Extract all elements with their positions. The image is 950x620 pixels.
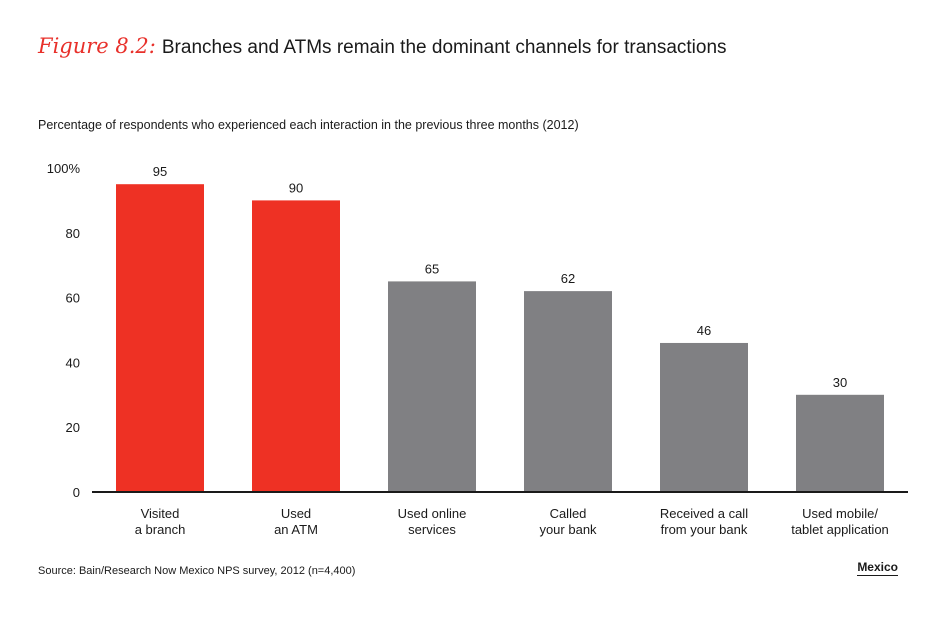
region-label: Mexico — [857, 560, 898, 576]
category-label: Received a call from your bank — [660, 506, 748, 537]
category-label: Used mobile/tablet application — [791, 506, 889, 537]
bar — [796, 394, 884, 492]
y-tick-label: 40 — [66, 355, 80, 370]
data-label: 46 — [697, 323, 711, 338]
data-label: 90 — [289, 180, 303, 195]
category-labels: Visited a branch Used an ATM Used online serv… — [135, 506, 889, 537]
chart-title: Figure 8.2: Branches and ATMs remain the … — [38, 34, 727, 59]
y-tick-label: 0 — [73, 485, 80, 500]
category-label: Visited a branch — [135, 506, 186, 537]
y-axis: 0 20 40 60 80 100% — [47, 161, 81, 500]
category-label-line: from your bank — [661, 522, 748, 537]
data-label: 95 — [153, 164, 167, 179]
category-label-line: a branch — [135, 522, 186, 537]
data-label: 65 — [425, 261, 439, 276]
category-label-line: an ATM — [274, 522, 318, 537]
bar — [252, 200, 340, 492]
category-label-line: Visited — [141, 506, 180, 521]
category-label-line: Used mobile/ — [802, 506, 878, 521]
y-tick-label: 80 — [66, 226, 80, 241]
category-label-line: tablet application — [791, 522, 889, 537]
category-label-line: Used online — [398, 506, 467, 521]
y-tick-label: 60 — [66, 291, 80, 306]
category-label-line: your bank — [539, 522, 597, 537]
category-label: Used online services — [398, 506, 467, 537]
bar — [660, 342, 748, 492]
chart-subtitle: Percentage of respondents who experience… — [38, 118, 579, 132]
category-label-line: Called — [550, 506, 587, 521]
category-label-line: Used — [281, 506, 311, 521]
category-label: Used an ATM — [274, 506, 318, 537]
bars — [116, 184, 884, 492]
y-tick-label: 100% — [47, 161, 81, 176]
source-note: Source: Bain/Research Now Mexico NPS sur… — [38, 565, 356, 577]
data-labels: 95 90 65 62 46 30 — [153, 164, 847, 390]
y-tick-label: 20 — [66, 420, 80, 435]
category-label-line: Received a call — [660, 506, 748, 521]
bar — [524, 291, 612, 492]
title-text: Branches and ATMs remain the dominant ch… — [161, 37, 727, 58]
data-label: 30 — [833, 375, 847, 390]
figure-label: Figure 8.2: — [38, 34, 156, 58]
data-label: 62 — [561, 271, 575, 286]
bar — [388, 281, 476, 492]
category-label-line: services — [408, 522, 456, 537]
bar — [116, 184, 204, 492]
category-label: Called your bank — [539, 506, 597, 537]
